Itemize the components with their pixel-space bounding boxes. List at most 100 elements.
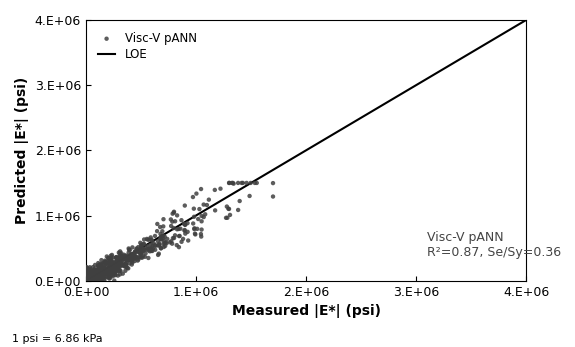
Visc-V pANN xyxy=(125,247,135,253)
Visc-V pANN xyxy=(83,273,92,278)
Visc-V pANN xyxy=(130,249,139,255)
Visc-V pANN xyxy=(145,246,155,252)
Visc-V pANN xyxy=(86,278,95,283)
Visc-V pANN xyxy=(112,268,121,274)
Visc-V pANN xyxy=(94,278,103,283)
Visc-V pANN xyxy=(97,273,106,278)
Visc-V pANN xyxy=(92,272,101,278)
Visc-V pANN xyxy=(90,278,99,283)
Visc-V pANN xyxy=(199,202,208,208)
Visc-V pANN xyxy=(117,253,126,259)
Visc-V pANN xyxy=(189,214,198,220)
Visc-V pANN xyxy=(141,247,150,253)
Visc-V pANN xyxy=(85,278,94,283)
Visc-V pANN xyxy=(142,236,151,242)
Visc-V pANN xyxy=(108,260,117,266)
Visc-V pANN xyxy=(154,243,163,248)
Visc-V pANN xyxy=(191,232,200,237)
Visc-V pANN xyxy=(121,253,130,259)
Visc-V pANN xyxy=(167,241,177,246)
Visc-V pANN xyxy=(105,268,114,273)
Visc-V pANN xyxy=(134,250,143,255)
Visc-V pANN xyxy=(223,215,232,221)
Visc-V pANN xyxy=(87,270,97,276)
Visc-V pANN xyxy=(90,266,99,272)
Visc-V pANN xyxy=(106,253,116,259)
Visc-V pANN xyxy=(86,278,95,283)
Visc-V pANN xyxy=(167,223,176,229)
Visc-V pANN xyxy=(85,269,94,274)
Visc-V pANN xyxy=(170,235,179,241)
Visc-V pANN xyxy=(90,278,99,283)
Visc-V pANN xyxy=(175,233,184,239)
Visc-V pANN xyxy=(101,259,110,265)
Visc-V pANN xyxy=(93,276,102,281)
Visc-V pANN xyxy=(91,269,101,274)
Visc-V pANN xyxy=(90,262,99,268)
Visc-V pANN xyxy=(180,228,189,234)
Visc-V pANN xyxy=(190,226,199,231)
Visc-V pANN xyxy=(87,278,97,283)
Visc-V pANN xyxy=(113,258,122,264)
Visc-V pANN xyxy=(108,263,117,269)
Visc-V pANN xyxy=(101,261,110,267)
Visc-V pANN xyxy=(82,271,91,277)
Visc-V pANN xyxy=(91,271,100,277)
Visc-V pANN xyxy=(122,255,132,261)
Visc-V pANN xyxy=(86,278,95,283)
Visc-V pANN xyxy=(93,274,102,279)
Visc-V pANN xyxy=(115,256,124,262)
Visc-V pANN xyxy=(227,180,236,186)
Visc-V pANN xyxy=(158,234,167,239)
Visc-V pANN xyxy=(92,274,101,280)
Visc-V pANN xyxy=(84,278,93,283)
Visc-V pANN xyxy=(85,278,94,283)
Visc-V pANN xyxy=(101,259,110,265)
Visc-V pANN xyxy=(83,275,92,280)
Visc-V pANN xyxy=(146,242,155,247)
Visc-V pANN xyxy=(94,278,103,283)
Visc-V pANN xyxy=(102,254,112,259)
Visc-V pANN xyxy=(197,234,206,239)
Visc-V pANN xyxy=(117,256,126,261)
Visc-V pANN xyxy=(162,240,171,246)
Visc-V pANN xyxy=(169,225,178,231)
Visc-V pANN xyxy=(124,246,133,251)
Visc-V pANN xyxy=(147,248,156,254)
Visc-V pANN xyxy=(224,180,233,186)
Visc-V pANN xyxy=(148,246,158,252)
Visc-V pANN xyxy=(129,252,138,257)
Visc-V pANN xyxy=(246,180,255,186)
Visc-V pANN xyxy=(135,248,144,254)
Visc-V pANN xyxy=(245,193,254,199)
Visc-V pANN xyxy=(82,276,91,282)
Visc-V pANN xyxy=(87,269,97,274)
Visc-V pANN xyxy=(94,272,103,278)
Visc-V pANN xyxy=(94,276,103,281)
Visc-V pANN xyxy=(151,233,160,239)
Visc-V pANN xyxy=(93,263,102,269)
Visc-V pANN xyxy=(216,186,225,192)
Visc-V pANN xyxy=(108,273,117,279)
Visc-V pANN xyxy=(98,271,108,277)
Visc-V pANN xyxy=(87,272,96,277)
Visc-V pANN xyxy=(83,276,92,282)
Visc-V pANN xyxy=(140,254,150,260)
Visc-V pANN xyxy=(172,242,181,248)
Visc-V pANN xyxy=(87,276,97,281)
Visc-V pANN xyxy=(85,274,94,279)
Visc-V pANN xyxy=(169,210,178,215)
Visc-V pANN xyxy=(158,228,167,234)
Visc-V pANN xyxy=(82,278,91,283)
Visc-V pANN xyxy=(95,274,105,279)
Visc-V pANN xyxy=(87,278,97,283)
Visc-V pANN xyxy=(109,265,118,271)
Visc-V pANN xyxy=(99,273,108,279)
Visc-V pANN xyxy=(170,232,179,238)
Visc-V pANN xyxy=(88,268,97,274)
Visc-V pANN xyxy=(114,250,124,255)
Visc-V pANN xyxy=(98,261,107,266)
Visc-V pANN xyxy=(179,221,189,227)
Visc-V pANN xyxy=(82,265,91,270)
Visc-V pANN xyxy=(106,265,115,271)
